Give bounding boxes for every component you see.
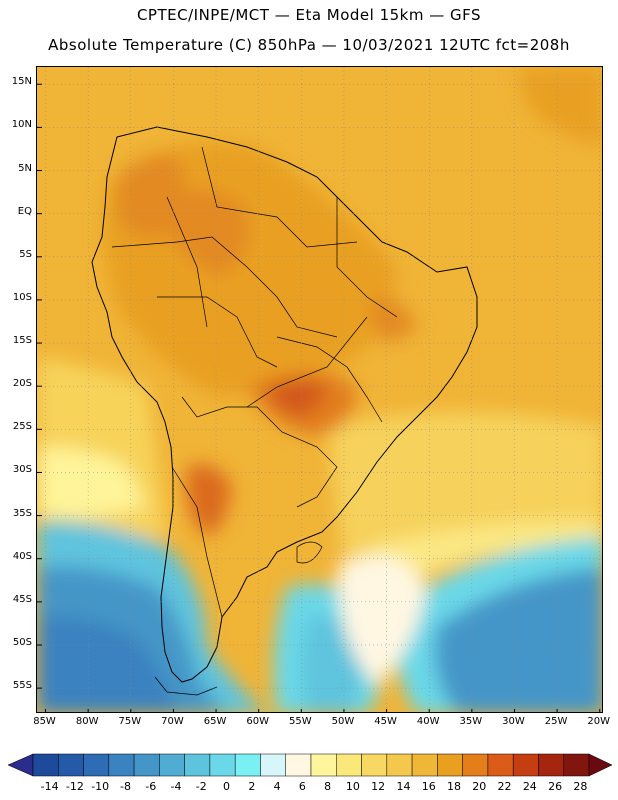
colorbar-segment	[386, 753, 413, 777]
coastlines	[91, 126, 478, 696]
lat-label: 50S	[12, 636, 32, 648]
colorbar-tick-label: 14	[396, 780, 411, 793]
colorbar-tick-label: -4	[170, 780, 182, 793]
lat-label: 15S	[12, 335, 32, 347]
colorbar-tick-label: 24	[522, 780, 537, 793]
lon-label: 50W	[331, 716, 355, 727]
colorbar-tick-label: -14	[40, 780, 59, 793]
colorbar-tick-label: 12	[371, 780, 386, 793]
colorbar-tick-label: -2	[195, 780, 207, 793]
colorbar-under-arrow	[7, 753, 34, 777]
lon-label: 25W	[544, 716, 568, 727]
colorbar-segment	[487, 753, 514, 777]
lat-label: 5N	[18, 162, 32, 174]
lat-label: 45S	[12, 593, 32, 605]
colorbar-segment	[108, 753, 135, 777]
lat-label: 20S	[12, 378, 32, 390]
colorbar-tick-label: -12	[65, 780, 84, 793]
lon-label: 60W	[246, 716, 269, 727]
lon-label: 85W	[33, 716, 56, 727]
colorbar-tick-label: 28	[573, 780, 588, 793]
colorbar-segment	[437, 753, 463, 777]
colorbar-segment	[538, 753, 564, 777]
lon-label: 20W	[587, 716, 611, 727]
colorbar-tick-label: -10	[91, 780, 110, 793]
colorbar-tick-label: 22	[497, 780, 512, 793]
colorbar-segment	[159, 753, 185, 777]
lat-label: 40S	[12, 550, 32, 562]
colorbar-segment	[512, 753, 539, 777]
lat-label: 10N	[11, 119, 32, 131]
lat-label: 30S	[12, 464, 32, 476]
temperature-field	[37, 67, 602, 712]
colorbar-segment	[58, 753, 84, 777]
lon-label: 75W	[118, 716, 142, 727]
colorbar-segment	[184, 753, 211, 777]
colorbar-segment	[336, 753, 362, 777]
map-frame	[36, 66, 603, 713]
colorbar-tick-label: 8	[324, 780, 332, 793]
colorbar-tick-label: 26	[548, 780, 563, 793]
colorbar-segment	[83, 753, 110, 777]
lat-label: 15N	[11, 76, 32, 88]
lat-label: 10S	[12, 291, 32, 303]
colorbar-tick-label: 16	[421, 780, 436, 793]
grid-lines	[37, 67, 602, 712]
lon-label: 35W	[459, 716, 483, 727]
colorbar-tick-label: 0	[223, 780, 231, 793]
chart-subtitle: Absolute Temperature (C) 850hPa — 10/03/…	[48, 36, 570, 54]
colorbar-segment	[285, 753, 312, 777]
colorbar-tick-label: 10	[345, 780, 360, 793]
lon-label: 55W	[289, 716, 312, 727]
colorbar-segment	[411, 753, 438, 777]
lon-label: 65W	[203, 716, 227, 727]
lon-label: 45W	[374, 716, 397, 727]
colorbar-segment	[361, 753, 388, 777]
colorbar-tick-label: 18	[447, 780, 461, 793]
lat-label: 35S	[12, 507, 32, 519]
colorbar-over-arrow	[588, 753, 613, 777]
lat-label: EQ	[17, 205, 32, 217]
colorbar-segment	[133, 753, 160, 777]
colorbar-tick-label: 2	[248, 780, 256, 793]
chart-title: CPTEC/INPE/MCT — Eta Model 15km — GFS	[136, 6, 482, 24]
colorbar-segment	[32, 753, 59, 777]
colorbar-segment	[260, 753, 286, 777]
colorbar-tick-label: -6	[145, 780, 157, 793]
colorbar-segment	[462, 753, 489, 777]
colorbar-tick-label: -8	[119, 780, 131, 793]
colorbar-segment	[563, 753, 590, 777]
lat-label: 5S	[19, 248, 32, 260]
colorbar-segment	[310, 753, 337, 777]
lon-label: 30W	[502, 716, 525, 727]
colorbar	[7, 753, 613, 777]
temperature-map	[37, 67, 602, 712]
colorbar-segment	[209, 753, 236, 777]
colorbar-tick-label: 20	[472, 780, 487, 793]
colorbar-segment	[234, 753, 261, 777]
colorbar-tick-label: 4	[273, 780, 281, 793]
lon-label: 70W	[161, 716, 184, 727]
lat-label: 25S	[12, 421, 32, 433]
colorbar-tick-label: 6	[298, 780, 306, 793]
lon-label: 80W	[75, 716, 99, 727]
lon-label: 40W	[416, 716, 440, 727]
lat-label: 55S	[12, 680, 32, 692]
